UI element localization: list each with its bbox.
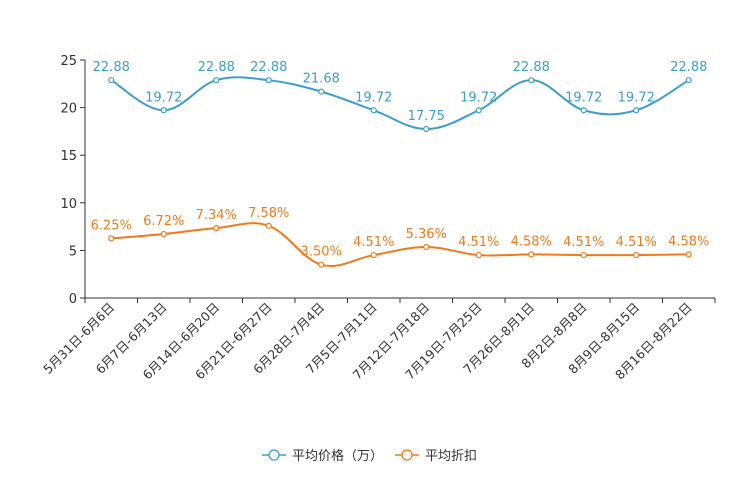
data-label: 19.72 — [460, 90, 497, 105]
data-label: 7.34% — [196, 208, 237, 223]
data-point — [685, 251, 692, 258]
data-label: 19.72 — [565, 90, 602, 105]
data-point — [370, 251, 377, 259]
data-point — [475, 251, 482, 259]
data-point — [370, 107, 377, 114]
data-point — [213, 77, 220, 84]
data-label: 4.58% — [668, 234, 709, 249]
y-tick-label: 5 — [69, 244, 77, 259]
data-point — [160, 107, 167, 114]
data-point — [265, 222, 272, 229]
y-tick-label: 20 — [60, 102, 77, 117]
data-point — [528, 77, 535, 84]
data-point — [108, 77, 115, 84]
data-point — [475, 107, 482, 114]
data-label: 21.68 — [303, 72, 340, 87]
data-label: 4.51% — [458, 235, 499, 250]
data-label: 19.72 — [618, 90, 655, 105]
series-line-1 — [111, 222, 689, 267]
legend-label-0: 平均价格（万） — [292, 448, 383, 464]
data-point — [213, 225, 220, 232]
data-point — [265, 77, 272, 84]
data-point — [685, 77, 692, 84]
data-label: 19.72 — [355, 90, 392, 105]
data-label: 6.25% — [91, 219, 132, 234]
y-tick-label: 0 — [69, 292, 77, 307]
data-point — [160, 230, 167, 238]
data-label: 4.58% — [511, 234, 552, 249]
data-label: 6.72% — [143, 214, 184, 229]
data-point — [108, 235, 115, 242]
data-label: 22.88 — [250, 60, 287, 75]
data-point — [528, 251, 535, 258]
legend-marker-icon — [401, 449, 413, 461]
data-point — [318, 261, 325, 268]
data-point — [423, 243, 430, 251]
data-label: 4.51% — [563, 235, 604, 250]
data-label: 7.58% — [248, 206, 289, 221]
data-label: 17.75 — [408, 109, 445, 124]
data-label: 22.88 — [198, 60, 235, 75]
data-point — [580, 107, 587, 114]
data-label: 22.88 — [513, 60, 550, 75]
y-tick-label: 25 — [60, 54, 77, 69]
data-label: 19.72 — [145, 90, 182, 105]
data-label: 22.88 — [670, 60, 707, 75]
data-point — [423, 125, 430, 133]
data-point — [580, 251, 587, 259]
legend-marker-icon — [268, 449, 280, 461]
legend-label-1: 平均折扣 — [425, 449, 477, 464]
y-tick-label: 10 — [60, 197, 77, 212]
data-label: 22.88 — [93, 60, 130, 75]
data-label: 3.50% — [301, 245, 342, 260]
data-point — [318, 88, 325, 95]
data-label: 5.36% — [406, 227, 447, 242]
data-label: 4.51% — [616, 235, 657, 250]
data-point — [633, 107, 640, 114]
y-tick-label: 15 — [60, 149, 77, 164]
data-point — [633, 251, 640, 259]
data-label: 4.51% — [353, 235, 394, 250]
